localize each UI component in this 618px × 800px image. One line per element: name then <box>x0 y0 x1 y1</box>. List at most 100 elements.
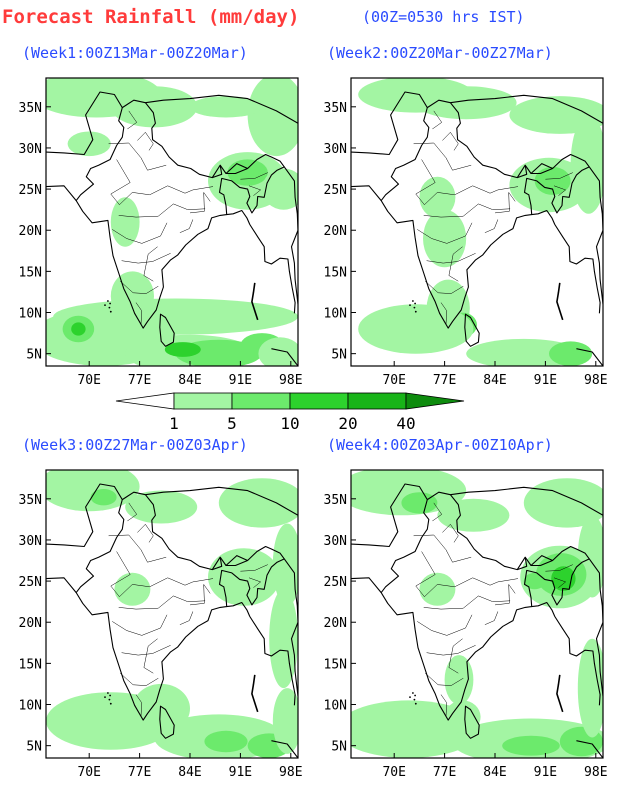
rainfall-area <box>444 655 474 705</box>
state-border <box>120 673 159 686</box>
colorbar-segment <box>289 392 349 410</box>
state-border <box>426 253 476 264</box>
rainfall-area <box>258 337 298 366</box>
lat-label: 25N <box>324 575 347 590</box>
country-border <box>46 91 123 156</box>
rainfall-area <box>218 478 298 528</box>
rainfall-area <box>358 304 474 354</box>
rainfall-area <box>437 498 510 532</box>
state-border <box>108 142 167 171</box>
state-border <box>112 614 168 636</box>
state-border <box>248 185 262 196</box>
lat-label: 30N <box>324 534 347 549</box>
rainfall-area <box>46 692 176 750</box>
lakshadweep-island <box>108 698 111 701</box>
rainfall-area <box>110 86 198 128</box>
colorbar-segment <box>231 392 291 410</box>
lakshadweep-island <box>109 702 112 705</box>
rainfall-area <box>419 572 456 606</box>
state-border <box>415 551 455 598</box>
lakshadweep-island <box>104 304 106 306</box>
lon-label: 70E <box>382 765 405 780</box>
country-border <box>351 483 428 548</box>
rainfall-area <box>577 638 603 738</box>
state-border <box>448 246 463 282</box>
lat-label: 15N <box>324 657 347 672</box>
rainfall-colorbar: 1 5 10 20 40 <box>114 390 470 433</box>
country-border <box>351 185 382 201</box>
figure-title: Forecast Rainfall (mm/day) <box>2 6 300 28</box>
map-panel-week1: 70E 77E 84E 91E 98E 35N 30N 25N 20N 15N 10N 5N <box>0 70 305 390</box>
colorbar-segment <box>347 392 407 410</box>
state-border <box>120 281 159 294</box>
lat-label: 10N <box>19 699 42 714</box>
rainfall-area <box>272 688 298 754</box>
country-border <box>530 555 553 566</box>
country-border <box>530 163 553 174</box>
colorbar-max-triangle <box>405 392 465 410</box>
lakshadweep-island <box>109 694 111 697</box>
state-border <box>442 523 459 543</box>
lon-label: 70E <box>77 373 100 388</box>
rainfall-area <box>549 341 593 366</box>
state-border <box>121 645 171 656</box>
state-border <box>423 595 511 610</box>
rainfall-area <box>351 470 467 516</box>
rainfall-area <box>262 168 298 210</box>
map-panel-week4: 70E 77E 84E 91E 98E 35N 30N 25N 20N 15N 10N 5N <box>305 462 610 782</box>
lakshadweep-island <box>412 300 414 302</box>
lakshadweep-island <box>109 302 111 305</box>
lat-label: 20N <box>19 616 42 631</box>
map-frame <box>350 77 604 367</box>
lon-label: 77E <box>433 373 456 388</box>
lat-label: 25N <box>19 575 42 590</box>
rainfall-area <box>415 86 517 120</box>
country-border <box>588 558 603 697</box>
country-border <box>249 224 296 314</box>
srilanka-boundary <box>464 705 480 739</box>
rainfall-area <box>90 489 117 506</box>
lakshadweep-island <box>107 692 109 694</box>
rainfall-area <box>551 566 576 591</box>
lon-label: 70E <box>382 373 405 388</box>
lat-label: 35N <box>19 101 42 116</box>
map-frame <box>350 469 604 759</box>
lat-label: 15N <box>19 657 42 672</box>
lakshadweep-island <box>107 300 109 302</box>
lat-label: 20N <box>19 224 42 239</box>
state-border <box>494 191 516 214</box>
state-border <box>149 185 214 196</box>
lon-label: 77E <box>433 765 456 780</box>
map-frame <box>45 469 299 759</box>
lat-label: 10N <box>324 307 347 322</box>
state-border <box>143 246 158 282</box>
lon-label: 70E <box>77 765 100 780</box>
country-border <box>450 486 603 516</box>
lat-label: 5N <box>26 740 42 755</box>
lat-label: 20N <box>324 224 347 239</box>
lakshadweep-island <box>412 692 414 694</box>
country-border <box>554 616 601 706</box>
lon-label: 84E <box>178 373 201 388</box>
lakshadweep-island <box>414 302 416 305</box>
country-border <box>212 557 223 571</box>
lat-label: 30N <box>19 534 42 549</box>
state-border <box>545 172 573 180</box>
lakshadweep-island <box>414 702 417 705</box>
state-border <box>494 583 516 606</box>
country-border <box>531 601 556 617</box>
lon-label: 84E <box>483 373 506 388</box>
lon-label: 91E <box>534 765 557 780</box>
rainfall-area <box>423 209 467 268</box>
state-border <box>108 534 167 563</box>
state-border <box>426 645 476 656</box>
lat-label: 35N <box>324 101 347 116</box>
state-border <box>413 534 472 563</box>
state-border <box>417 222 473 244</box>
state-border <box>135 302 143 325</box>
state-border <box>484 611 499 625</box>
rainfall-area <box>190 96 262 118</box>
country-border <box>145 94 298 124</box>
rainfall-area <box>534 166 571 195</box>
colorbar-tick-label: 40 <box>396 414 415 432</box>
